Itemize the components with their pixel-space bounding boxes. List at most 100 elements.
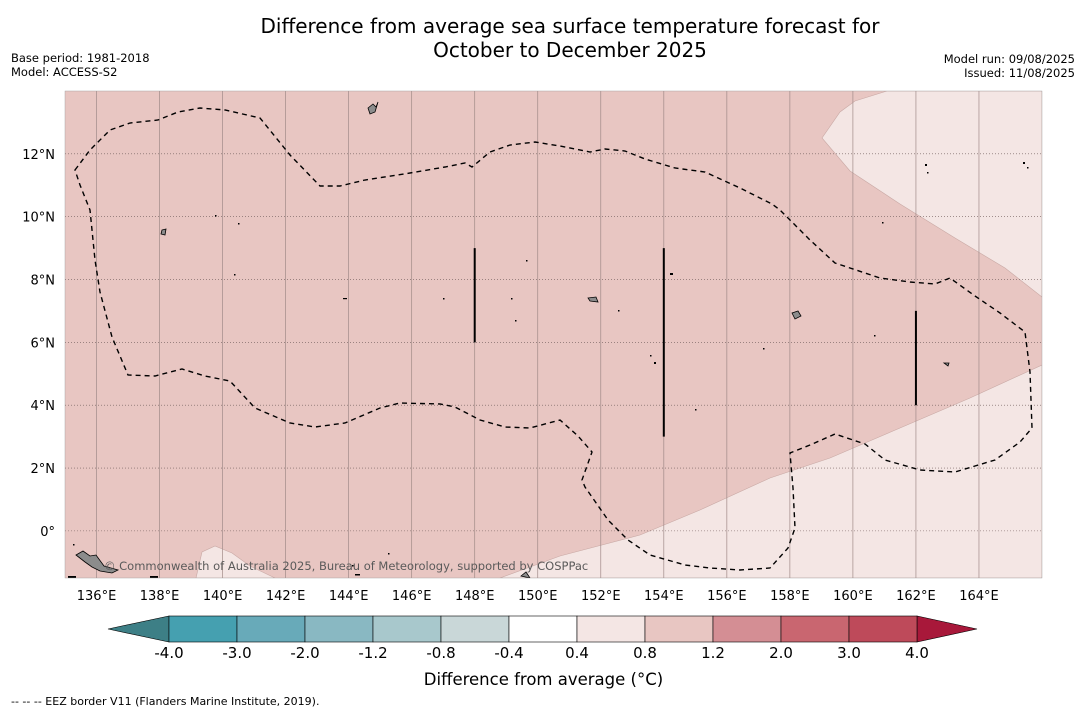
islands [75,101,950,578]
colorbar-tick-label: 3.0 [837,644,861,662]
small-islets [68,162,1029,578]
islet [352,565,354,567]
colorbar-swatch [236,615,306,643]
islet [234,274,236,276]
lat-tick-label: 4°N [31,399,56,414]
islet [654,362,656,364]
colorbar-swatch [168,615,238,643]
colorbar-swatch [848,615,918,643]
lon-tick-label: 162°E [896,589,936,604]
plot-frame [64,90,1043,579]
model-name: Model: ACCESS-S2 [11,65,118,79]
lon-tick-label: 152°E [581,589,621,604]
model-run: Model run: 09/08/2025 [943,52,1075,66]
anomaly-region-low-southwest [195,545,276,578]
lon-tick-label: 148°E [455,589,495,604]
lon-tick-label: 142°E [266,589,306,604]
lat-tick-label: 8°N [31,274,56,289]
colorbar-swatch [304,615,374,643]
latitude-tick-labels: 0° 2°N 4°N 6°N 8°N 10°N 12°N [22,148,55,540]
transect-lines [473,248,917,437]
eez-legend-note: -- -- -- EEZ border V11 (Flanders Marine… [11,695,320,708]
colorbar-tick-label: -4.0 [154,644,183,662]
lon-tick-label: 158°E [770,589,810,604]
lon-tick-label: 146°E [392,589,432,604]
island-far-east [942,362,950,367]
islet [215,215,217,217]
islet [1023,162,1025,164]
islet [511,298,513,300]
island-west [160,228,167,236]
map-title: Difference from average sea surface temp… [0,14,1085,62]
colorbar-over-arrow [916,615,978,643]
lat-tick-label: 10°N [22,211,55,226]
lat-tick-label: 12°N [22,148,55,163]
colorbar-swatch [508,615,578,643]
islet [618,310,620,312]
lon-tick-label: 156°E [707,589,747,604]
lon-tick-label: 164°E [959,589,999,604]
base-period: Base period: 1981-2018 [11,51,150,65]
colorbar-tick-label: 0.8 [633,644,657,662]
lon-tick-label: 160°E [833,589,873,604]
islet [343,298,347,300]
islet [763,348,765,350]
colorbar: -4.0 -3.0 -2.0 -1.2 -0.8 -0.4 0.4 0.8 1.2 2.0 3.0 4… [107,615,978,662]
colorbar-swatch [576,615,646,643]
left-metadata: Base period: 1981-2018 Model: ACCESS-S2 [11,51,150,79]
issued-date: Issued: 11/08/2025 [964,66,1075,80]
colorbar-tick-label: -0.4 [494,644,523,662]
islet [925,164,927,166]
colorbar-swatch [644,615,714,643]
anomaly-region-low-northeast [821,91,1042,298]
lon-tick-label: 154°E [644,589,684,604]
lat-tick-label: 2°N [31,462,56,477]
longitude-tick-labels: 136°E 138°E 140°E 142°E 144°E 146°E 148°E 150°E… [77,589,999,604]
islet [355,574,360,576]
colorbar-swatch [372,615,442,643]
anomaly-region-low-southeast [499,364,1042,578]
colorbar-label: Difference from average (°C) [423,670,664,689]
island-south [520,571,531,578]
islet [695,409,697,411]
islet [68,576,76,578]
island-east [791,310,802,320]
copyright-credit: © Commonwealth of Australia 2025, Bureau… [104,559,589,573]
title-line-2: October to December 2025 [433,38,707,62]
colorbar-tick-label: -2.0 [290,644,319,662]
lon-tick-label: 138°E [140,589,180,604]
islet [443,298,445,300]
colorbar-swatch [712,615,782,643]
colorbar-tick-label: -3.0 [222,644,251,662]
colorbar-swatch [780,615,850,643]
lon-tick-label: 150°E [518,589,558,604]
island-central [587,296,599,303]
colorbar-swatches [168,615,918,643]
islet [73,544,75,546]
colorbar-swatch [440,615,510,643]
lon-tick-label: 140°E [203,589,243,604]
islet [150,576,158,578]
lat-tick-label: 0° [40,525,55,540]
colorbar-tick-labels: -4.0 -3.0 -2.0 -1.2 -0.8 -0.4 0.4 0.8 1.2 2.0 3.0 4… [154,644,929,662]
island-southwest [75,550,120,574]
islet [526,260,528,262]
islet [388,553,390,555]
islet [874,335,876,337]
lon-tick-label: 144°E [329,589,369,604]
colorbar-under-arrow [107,615,170,643]
island-north [367,101,379,115]
lon-tick-label: 136°E [77,589,117,604]
islet [238,223,240,225]
colorbar-tick-label: 2.0 [769,644,793,662]
islet [927,172,929,174]
colorbar-tick-label: -0.8 [426,644,455,662]
islet [882,222,884,224]
colorbar-tick-label: 0.4 [565,644,589,662]
colorbar-tick-label: -1.2 [358,644,387,662]
title-line-1: Difference from average sea surface temp… [260,14,880,38]
islet [650,355,652,357]
islet [1027,167,1029,169]
colorbar-tick-label: 1.2 [701,644,725,662]
